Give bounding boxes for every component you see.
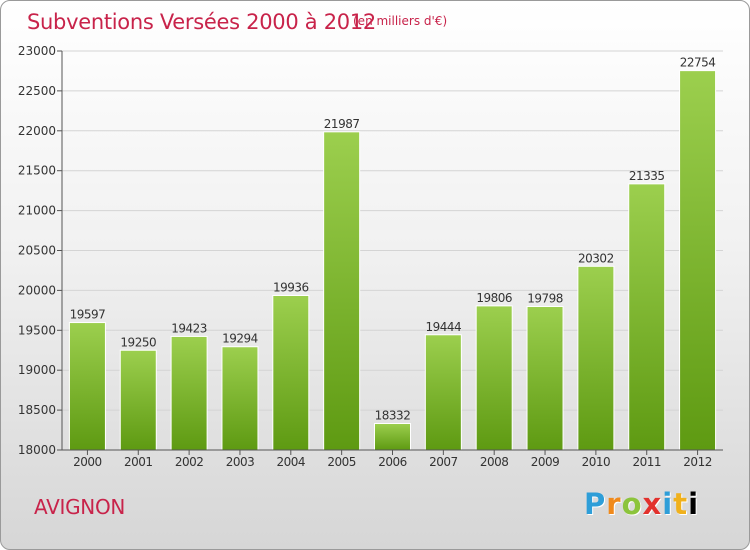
y-tick-label: 19000 <box>18 363 56 377</box>
bar-2005 <box>323 131 361 451</box>
bar-2009 <box>526 306 564 451</box>
logo-letter: i <box>688 487 700 521</box>
data-label-2005: 21987 <box>324 117 360 131</box>
bar-2004 <box>272 295 310 451</box>
y-tick-label: 18500 <box>18 403 56 417</box>
data-label-2009: 19798 <box>527 292 563 306</box>
logo-letter: r <box>606 487 622 521</box>
logo-letter: P <box>584 487 607 521</box>
proxiti-logo: Proxiti <box>584 487 699 521</box>
x-tick-label-2000: 2000 <box>73 455 102 469</box>
y-tick-label: 19500 <box>18 323 56 337</box>
bar-2006 <box>374 423 411 451</box>
y-tick-label: 21000 <box>18 204 56 218</box>
data-label-2001: 19250 <box>120 335 156 349</box>
y-tick-label: 21500 <box>18 164 56 178</box>
data-label-2006: 18332 <box>375 409 411 423</box>
x-tick-label-2007: 2007 <box>429 455 458 469</box>
x-tick-label-2008: 2008 <box>480 455 509 469</box>
bar-2011 <box>628 183 666 451</box>
logo-letter: o <box>621 487 643 521</box>
logo-letter: x <box>642 487 663 521</box>
x-tick-label-2003: 2003 <box>226 455 255 469</box>
x-tick-label-2002: 2002 <box>175 455 204 469</box>
bar-2007 <box>424 334 462 451</box>
y-tick-label: 18000 <box>18 443 56 457</box>
bars <box>68 70 717 451</box>
y-tick-label: 20000 <box>18 283 56 297</box>
bar-2008 <box>475 305 513 451</box>
x-tick-label-2006: 2006 <box>378 455 407 469</box>
data-label-2007: 19444 <box>426 320 462 334</box>
bar-2000 <box>68 322 106 451</box>
bar-2003 <box>221 346 259 451</box>
bar-2010 <box>577 265 615 451</box>
bar-2012 <box>679 70 717 451</box>
bar-2001 <box>119 349 157 451</box>
city-name: AVIGNON <box>34 495 126 519</box>
bar-2002 <box>170 335 208 451</box>
y-tick-label: 23000 <box>18 44 56 58</box>
axes: 18000 18500 19000 19500 20000 20500 21000 21500… <box>18 44 723 469</box>
logo-letter: i <box>662 487 674 521</box>
data-label-2000: 19597 <box>70 308 106 322</box>
data-label-2002: 19423 <box>171 321 207 335</box>
y-tick-label: 22000 <box>18 124 56 138</box>
data-label-2008: 19806 <box>476 291 512 305</box>
y-tick-label: 22500 <box>18 84 56 98</box>
x-tick-label-2004: 2004 <box>277 455 306 469</box>
x-tick-label-2009: 2009 <box>531 455 560 469</box>
chart-unit: (en milliers d'€) <box>353 14 448 28</box>
chart-title: Subventions Versées 2000 à 2012 <box>27 10 376 34</box>
x-tick-label-2001: 2001 <box>124 455 153 469</box>
data-labels: 19597 19250 19423 19294 19936 21987 18332 19444… <box>70 56 716 423</box>
x-tick-label-2005: 2005 <box>327 455 356 469</box>
x-tick-label-2011: 2011 <box>632 455 661 469</box>
data-label-2011: 21335 <box>629 169 665 183</box>
logo-letter: t <box>673 487 689 521</box>
y-tick-label: 20500 <box>18 244 56 258</box>
x-tick-label-2010: 2010 <box>582 455 611 469</box>
x-tick-label-2012: 2012 <box>683 455 712 469</box>
data-label-2012: 22754 <box>680 56 716 70</box>
data-label-2004: 19936 <box>273 281 309 295</box>
data-label-2010: 20302 <box>578 251 614 265</box>
data-label-2003: 19294 <box>222 332 258 346</box>
grid <box>62 50 723 451</box>
